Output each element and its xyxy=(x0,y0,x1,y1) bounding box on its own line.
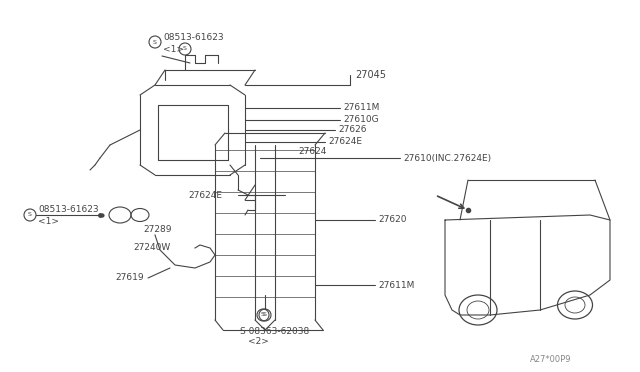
Text: <2>: <2> xyxy=(248,337,269,346)
Text: S: S xyxy=(261,312,265,317)
Text: A27*00P9: A27*00P9 xyxy=(530,356,572,365)
Text: <1>: <1> xyxy=(38,218,59,227)
Text: 27289: 27289 xyxy=(143,225,172,234)
Text: 08513-61623: 08513-61623 xyxy=(38,205,99,215)
Text: S: S xyxy=(28,212,32,218)
Text: 27624: 27624 xyxy=(298,148,326,157)
Text: 27624E: 27624E xyxy=(328,138,362,147)
Text: 27611M: 27611M xyxy=(378,280,414,289)
Text: 27619: 27619 xyxy=(115,273,143,282)
Text: 27626: 27626 xyxy=(338,125,367,135)
Text: 27611M: 27611M xyxy=(343,103,380,112)
Text: 27240W: 27240W xyxy=(133,244,170,253)
Text: 27610(INC.27624E): 27610(INC.27624E) xyxy=(403,154,491,163)
Text: S 08363-62038: S 08363-62038 xyxy=(240,327,309,337)
Text: <1>: <1> xyxy=(163,45,184,55)
Text: 27610G: 27610G xyxy=(343,115,379,125)
Text: S: S xyxy=(153,39,157,45)
Text: 27620: 27620 xyxy=(378,215,406,224)
Text: 08513-61623: 08513-61623 xyxy=(163,33,223,42)
Text: 27624E: 27624E xyxy=(188,190,222,199)
Text: S: S xyxy=(183,46,187,51)
Text: 27045: 27045 xyxy=(355,70,386,80)
Text: S: S xyxy=(263,312,267,317)
